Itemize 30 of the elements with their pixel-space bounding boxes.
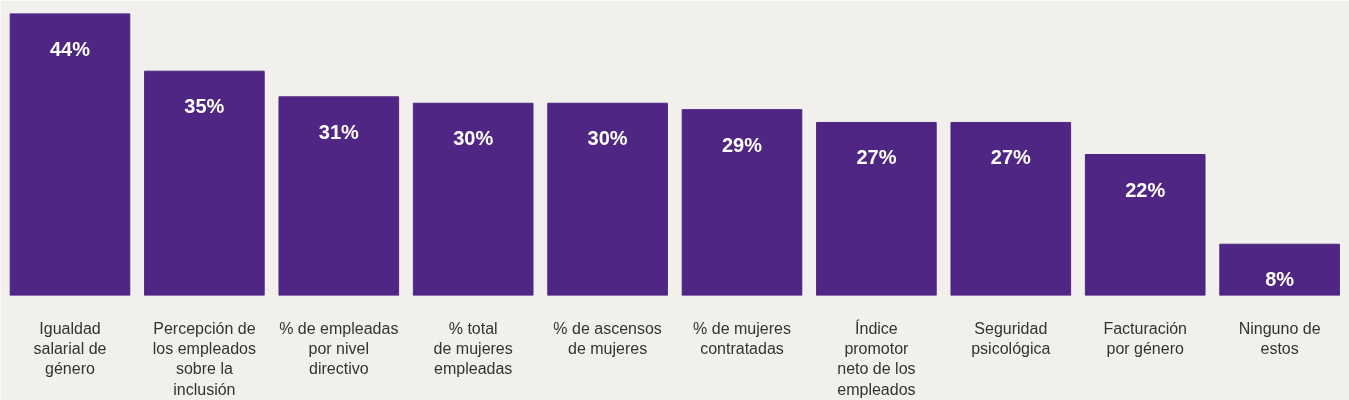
- bar: [950, 121, 1072, 296]
- x-tick-label: Índice promotor neto de los empleados: [837, 318, 916, 398]
- data-label: 27%: [856, 146, 897, 169]
- data-label: 31%: [318, 120, 360, 143]
- data-label: 22%: [1125, 178, 1166, 201]
- data-label: 30%: [453, 127, 494, 150]
- x-tick-label: Facturación por género: [1103, 319, 1187, 357]
- data-label: 35%: [184, 95, 225, 118]
- x-tick-label: % de mujeres contratadas: [693, 319, 791, 357]
- data-label: 30%: [587, 127, 628, 150]
- x-tick-label: Ninguno de estos: [1238, 319, 1321, 357]
- bar: [1219, 243, 1340, 296]
- data-label: 27%: [990, 146, 1032, 169]
- bar: [144, 70, 265, 296]
- x-tick-label: Percepción de los empleados sobre la inclusión: [152, 319, 256, 398]
- bar: [1084, 154, 1206, 296]
- bar: [816, 121, 937, 296]
- bar: [412, 102, 534, 296]
- bar: [9, 13, 131, 296]
- x-tick-label: % total de mujeres empleadas: [433, 319, 513, 378]
- bar: [681, 109, 803, 296]
- bar: [547, 102, 668, 296]
- x-tick-label: % de ascensos de mujeres: [553, 319, 662, 357]
- x-tick-label: Seguridad psicológica: [971, 319, 1051, 357]
- x-tick-label: Igualdad salarial de género: [33, 319, 107, 378]
- data-label: 44%: [49, 37, 91, 60]
- bar: [278, 96, 400, 296]
- data-label: 8%: [1265, 268, 1295, 291]
- data-label: 29%: [721, 133, 763, 156]
- x-tick-label: % de empleadas por nivel directivo: [279, 319, 399, 378]
